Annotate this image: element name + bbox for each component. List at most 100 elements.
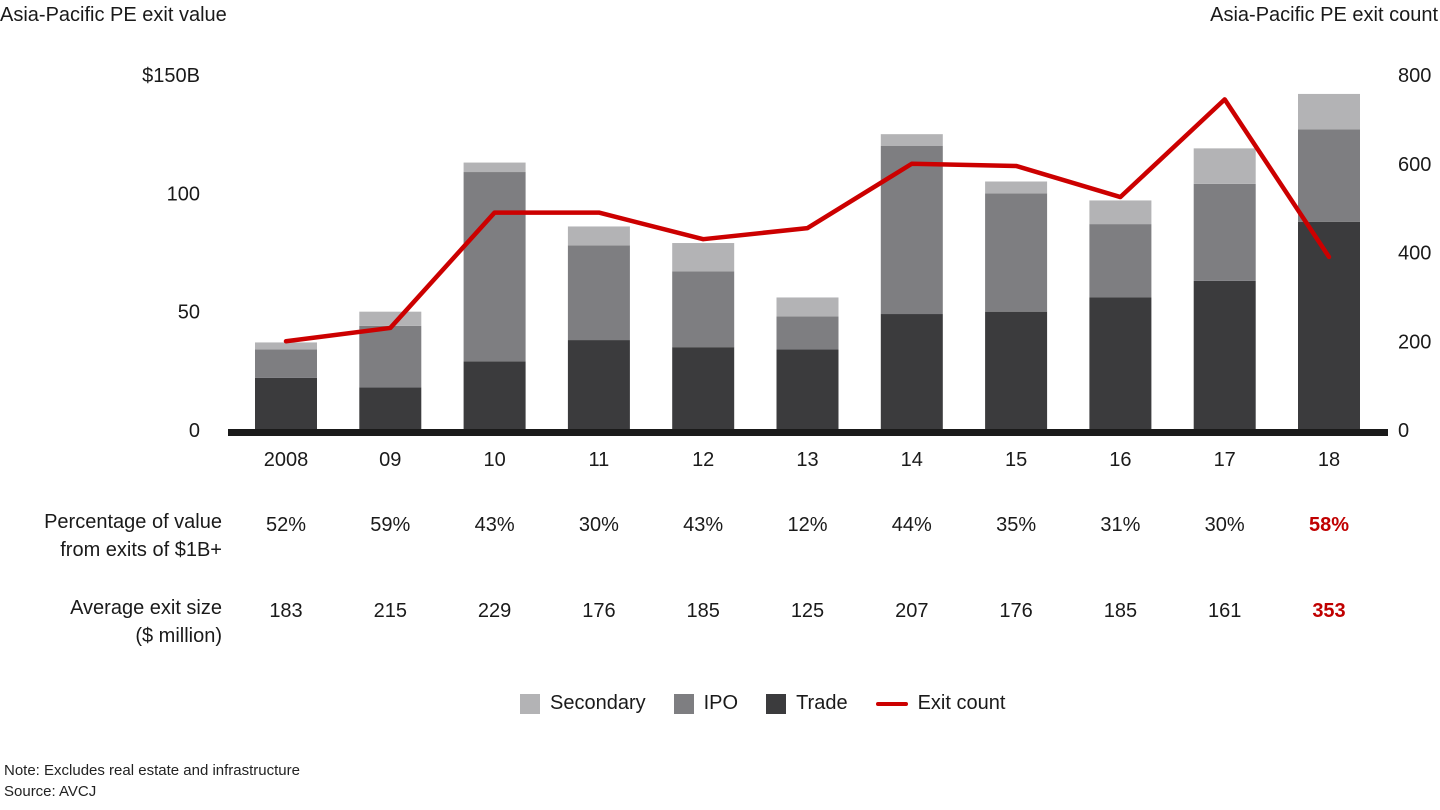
bar-segment-secondary-2008	[255, 342, 317, 350]
secondary-legend-label: Secondary	[550, 692, 646, 714]
table-cell-13: 125	[790, 600, 825, 622]
exit-count-legend-marker	[875, 701, 908, 706]
bar-segment-secondary-13	[776, 297, 839, 317]
x-axis-label-16: 16	[1109, 449, 1131, 471]
table-cell-14: 207	[895, 600, 929, 622]
right-axis-tick-800: 800	[1398, 65, 1431, 87]
x-axis-label-10: 10	[483, 449, 505, 471]
table-cell-17: 161	[1208, 600, 1242, 622]
bar-segment-ipo-10	[463, 172, 526, 362]
right-axis-tick-600: 600	[1398, 154, 1431, 176]
table-cell-18: 353	[1312, 600, 1346, 622]
bar-segment-trade-16	[1089, 297, 1152, 430]
bar-segment-trade-17	[1193, 280, 1256, 430]
bar-segment-trade-2008	[255, 377, 317, 430]
table-row-label-line: Average exit size	[70, 597, 222, 619]
bar-segment-secondary-15	[985, 181, 1048, 194]
x-axis-label-18: 18	[1318, 449, 1340, 471]
bar-segment-ipo-15	[985, 193, 1048, 312]
table-cell-11: 30%	[578, 514, 619, 536]
secondary-legend-marker	[520, 693, 540, 714]
right-axis-tick-400: 400	[1398, 243, 1431, 265]
legend: Secondary IPO Trade Exit count	[520, 692, 1005, 715]
bar-segment-secondary-09	[359, 311, 422, 326]
table-cell-14: 44%	[891, 514, 932, 536]
x-axis-label-14: 14	[901, 449, 923, 471]
bar-segment-secondary-12	[672, 243, 735, 272]
bar-segment-ipo-14	[880, 146, 943, 315]
bar-segment-secondary-17	[1193, 148, 1256, 184]
exit-count-legend-label: Exit count	[917, 692, 1006, 714]
table-cell-13: 12%	[787, 514, 828, 536]
table-cell-10: 43%	[474, 514, 515, 536]
table-cell-09: 215	[373, 600, 407, 622]
bar-segment-ipo-12	[672, 271, 735, 348]
left-axis-title: Asia-Pacific PE exit value	[0, 4, 227, 26]
trade-legend-marker	[766, 693, 787, 714]
table-cell-18: 58%	[1308, 514, 1350, 536]
table-row-avg-size-values: 183 215 229 176 185 125 207 176 185 161 353	[0, 600, 1440, 630]
legend-item-trade: Trade	[766, 692, 848, 715]
table-cell-2008: 183	[269, 600, 303, 622]
bar-segment-secondary-18	[1298, 93, 1360, 130]
bar-segment-ipo-11	[567, 245, 630, 341]
x-axis-label-2008: 2008	[264, 449, 309, 471]
x-axis-label-15: 15	[1005, 449, 1027, 471]
bar-segment-secondary-16	[1089, 200, 1152, 225]
table-row-label-line: from exits of $1B+	[60, 539, 222, 561]
exit-count-line	[283, 97, 1332, 344]
bar-segment-ipo-17	[1193, 183, 1256, 281]
table-row-label-percent-1b: Percentage of value from exits of $1B+	[0, 508, 222, 564]
bar-segment-trade-13	[776, 349, 839, 430]
table-cell-15: 176	[999, 600, 1033, 622]
bar-segment-ipo-16	[1089, 224, 1152, 298]
table-row-label-line: ($ million)	[135, 625, 222, 647]
source-text: Source: AVCJ	[4, 783, 97, 800]
left-axis-tick-50: 50	[178, 302, 200, 324]
table-cell-12: 43%	[683, 514, 724, 536]
bar-segment-ipo-09	[359, 325, 422, 388]
bar-segment-trade-12	[672, 347, 735, 430]
x-axis-label-12: 12	[692, 449, 714, 471]
bar-segment-secondary-11	[567, 226, 630, 246]
legend-item-ipo: IPO	[673, 692, 739, 715]
left-axis-tick-100: 100	[167, 183, 200, 205]
table-cell-16: 31%	[1100, 514, 1141, 536]
ipo-legend-marker	[673, 693, 694, 714]
x-axis-label-13: 13	[796, 449, 818, 471]
table-cell-2008: 52%	[265, 514, 307, 536]
bar-segment-trade-11	[567, 340, 630, 430]
ipo-legend-label: IPO	[703, 692, 739, 714]
table-row-label-avg-exit-size: Average exit size ($ million)	[0, 594, 222, 650]
table-cell-12: 185	[686, 600, 720, 622]
bar-segment-trade-09	[359, 387, 422, 430]
bar-segment-ipo-18	[1298, 129, 1360, 222]
bar-segment-trade-10	[463, 361, 526, 430]
x-axis-line	[228, 429, 1388, 436]
table-cell-10: 229	[477, 600, 512, 622]
bar-segment-ipo-2008	[255, 349, 317, 378]
x-axis-label-17: 17	[1214, 449, 1236, 471]
bar-segment-trade-14	[880, 314, 943, 430]
note-text: Note: Excludes real estate and infrastru…	[4, 762, 300, 779]
bar-segment-secondary-14	[880, 134, 943, 146]
table-cell-17: 30%	[1204, 514, 1245, 536]
right-axis-tick-0: 0	[1398, 420, 1409, 442]
right-axis-tick-200: 200	[1398, 331, 1431, 353]
table-row-percent-values: 52% 59% 43% 30% 43% 12% 44% 35% 31% 30% 58%	[0, 514, 1440, 544]
bar-segment-ipo-13	[776, 316, 839, 350]
right-axis-title: Asia-Pacific PE exit count	[1210, 4, 1438, 26]
table-cell-11: 176	[582, 600, 616, 622]
legend-item-secondary: Secondary	[520, 692, 646, 715]
left-axis-tick-0: 0	[189, 420, 200, 442]
table-row-label-line: Percentage of value	[44, 511, 222, 533]
bar-segment-trade-15	[985, 311, 1048, 430]
footnotes: Note: Excludes real estate and infrastru…	[4, 760, 300, 802]
x-axis-label-09: 09	[379, 449, 401, 471]
trade-legend-label: Trade	[796, 692, 848, 714]
x-axis-label-11: 11	[589, 449, 610, 471]
table-cell-15: 35%	[996, 514, 1037, 536]
combo-chart: 0 50 100 $150B 0 200 400 600 800 2008 09 10 11 12 13 14…	[142, 65, 1431, 471]
table-cell-16: 185	[1103, 600, 1138, 622]
